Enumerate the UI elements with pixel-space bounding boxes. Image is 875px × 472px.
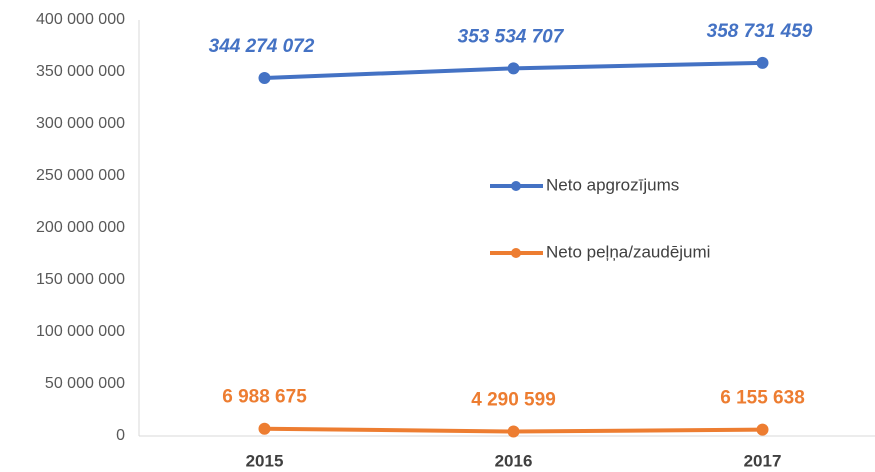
y-tick-label: 250 000 000 — [36, 167, 125, 184]
data-label: 358 731 459 — [707, 21, 813, 42]
x-tick-label: 2017 — [744, 451, 782, 470]
y-tick-label: 100 000 000 — [36, 323, 125, 340]
point — [258, 71, 271, 84]
data-label: 6 155 638 — [720, 388, 805, 409]
legend-marker — [511, 181, 521, 191]
point — [507, 425, 520, 438]
data-label: 344 274 072 — [209, 36, 315, 57]
point — [756, 56, 769, 69]
y-tick-label: 0 — [116, 427, 125, 444]
data-label: 4 290 599 — [471, 390, 556, 411]
y-tick-label: 150 000 000 — [36, 271, 125, 288]
x-tick-label: 2016 — [495, 451, 533, 470]
data-label: 6 988 675 — [222, 387, 307, 408]
point — [756, 423, 769, 436]
data-label: 353 534 707 — [458, 26, 565, 47]
x-tick-label: 2015 — [246, 451, 284, 470]
y-tick-label: 300 000 000 — [36, 115, 125, 132]
y-tick-label: 200 000 000 — [36, 219, 125, 236]
legend-marker — [511, 248, 521, 258]
y-tick-label: 50 000 000 — [45, 375, 125, 392]
legend-label: Neto apgrozījums — [546, 175, 679, 194]
y-tick-label: 350 000 000 — [36, 63, 125, 80]
point — [258, 422, 271, 435]
point — [507, 62, 520, 75]
legend-label: Neto peļņa/zaudējumi — [546, 242, 710, 261]
y-tick-label: 400 000 000 — [36, 11, 125, 28]
